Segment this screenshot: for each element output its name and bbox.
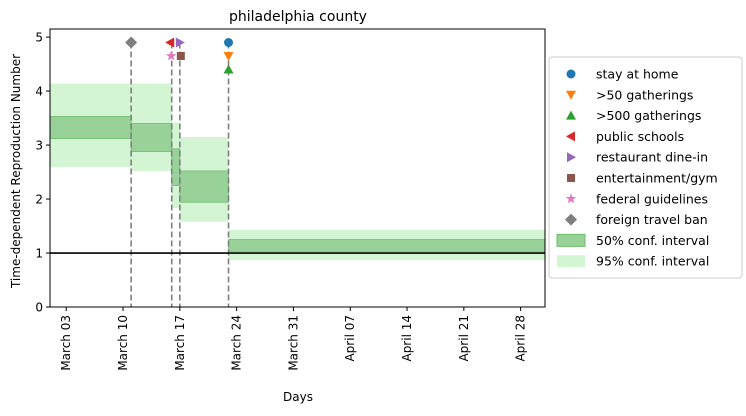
y-axis-label: Time-dependent Reproduction Number xyxy=(9,54,23,289)
legend-label-50-gatherings: >50 gatherings xyxy=(596,87,693,102)
legend-label-federal-guidelines: federal guidelines xyxy=(596,191,708,206)
legend-marker-foreign-travel-ban xyxy=(565,213,577,226)
marker-public-schools xyxy=(165,37,175,48)
marker-50-gatherings xyxy=(223,51,234,61)
legend-marker-500-gatherings xyxy=(566,110,576,120)
x-axis: March 03 March 10 March 17 March 24 March 31… xyxy=(59,307,528,371)
y-tick-label-3: 3 xyxy=(35,139,43,153)
y-tick-label-4: 4 xyxy=(35,85,43,99)
y-tick-label-2: 2 xyxy=(35,193,43,207)
x-tick-label-march-17: March 17 xyxy=(173,315,187,371)
legend-marker-50-gatherings xyxy=(566,90,576,100)
ci50-band-0 xyxy=(49,116,132,139)
plot-frame xyxy=(49,28,546,308)
ci50-band-2 xyxy=(171,148,181,186)
x-axis-label: Days xyxy=(283,390,313,404)
chart-title: philadelphia county xyxy=(229,9,367,25)
legend-label-public-schools: public schools xyxy=(596,129,684,144)
x-tick-label-april-28: April 28 xyxy=(514,315,528,362)
legend-label-stay-at-home: stay at home xyxy=(596,67,679,82)
ci50-band-1 xyxy=(130,123,173,152)
legend-marker-federal-guidelines xyxy=(565,193,577,204)
x-tick-label-april-07: April 07 xyxy=(343,315,357,362)
legend-marker-public-schools xyxy=(566,131,575,142)
x-tick-label-march-10: March 10 xyxy=(116,315,130,371)
x-tick-label-march-03: March 03 xyxy=(59,315,73,371)
legend-swatch-ci50 xyxy=(556,233,586,247)
marker-entertainment-gym xyxy=(176,51,185,60)
legend-swatch-ci95 xyxy=(557,255,585,268)
legend-box xyxy=(548,56,743,279)
marker-foreign-travel-ban xyxy=(125,36,138,49)
ci50-band-4 xyxy=(228,239,546,252)
marker-federal-guidelines xyxy=(165,50,177,61)
legend-label-entertainment-gym: entertainment/gym xyxy=(596,171,718,186)
legend-label-50-conf-interval: 50% conf. interval xyxy=(596,233,709,248)
legend-label-foreign-travel-ban: foreign travel ban xyxy=(596,212,708,227)
marker-restaurant-dine-in xyxy=(175,37,185,48)
y-axis: 0 1 2 3 4 5 xyxy=(35,31,50,315)
legend-label-restaurant-dine-in: restaurant dine-in xyxy=(596,150,708,165)
x-tick-label-april-14: April 14 xyxy=(400,315,414,362)
legend-marker-entertainment-gym xyxy=(567,174,575,182)
legend: stay at home >50 gatherings >500 gathering… xyxy=(548,56,743,279)
x-tick-label-march-24: March 24 xyxy=(230,315,244,371)
legend-marker-stay-at-home xyxy=(566,69,576,79)
legend-label-95-conf-interval: 95% conf. interval xyxy=(596,254,709,269)
y-tick-label-1: 1 xyxy=(35,247,43,261)
x-tick-label-april-21: April 21 xyxy=(457,315,471,362)
x-tick-label-march-31: March 31 xyxy=(286,315,300,371)
intervention-lines xyxy=(130,42,230,307)
marker-stay-at-home xyxy=(224,37,234,47)
ci50-band-3 xyxy=(179,170,229,203)
marker-500-gatherings xyxy=(223,64,234,74)
intervention-markers xyxy=(125,36,234,74)
confidence-bands xyxy=(49,83,546,261)
y-tick-label-0: 0 xyxy=(35,301,43,315)
legend-marker-restaurant-dine-in xyxy=(567,152,576,163)
y-tick-label-5: 5 xyxy=(35,31,43,45)
legend-label-500-gatherings: >500 gatherings xyxy=(596,108,701,123)
